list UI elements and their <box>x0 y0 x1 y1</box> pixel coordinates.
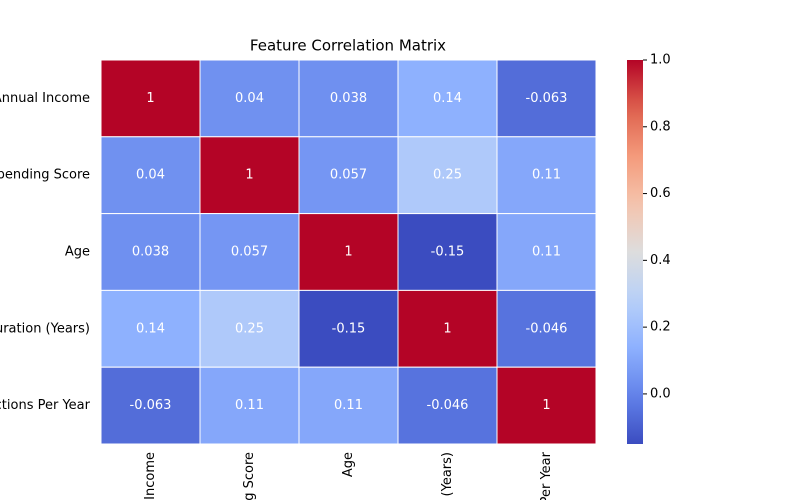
heatmap-cell <box>496 366 597 445</box>
x-tick-label: Spending Score <box>242 452 257 500</box>
cell-label: 0.11 <box>235 398 264 413</box>
heatmap-cell <box>199 213 300 291</box>
cell-label: 0.11 <box>334 398 363 413</box>
cell-label: 0.04 <box>136 168 165 183</box>
x-tick-label: Transactions Per Year <box>539 451 554 500</box>
heatmap-cell <box>496 136 597 215</box>
cell-label: 0.057 <box>330 168 367 183</box>
cell-label: -0.15 <box>332 321 366 336</box>
chart-title: Feature Correlation Matrix <box>250 37 446 55</box>
y-tick-label: Age <box>65 245 90 260</box>
cell-label: 0.038 <box>132 245 169 260</box>
colorbar-tick-label: 0.2 <box>650 320 671 335</box>
heatmap-cell <box>496 213 597 291</box>
colorbar <box>627 60 643 444</box>
heatmap-cell <box>496 289 597 368</box>
heatmap-cell <box>298 289 399 368</box>
x-tick-label: Age <box>341 452 356 477</box>
cell-label: 0.25 <box>235 321 264 336</box>
cell-label: 0.038 <box>330 91 367 106</box>
cell-label: -0.046 <box>427 398 469 413</box>
heatmap-cell <box>100 59 201 138</box>
heatmap-cell <box>397 59 498 138</box>
x-tick-label: Annual Income <box>143 452 158 500</box>
heatmap-cell <box>397 213 498 291</box>
heatmap-cell <box>100 366 201 445</box>
cell-label: 0.14 <box>136 321 165 336</box>
cell-label: 0.25 <box>433 168 462 183</box>
heatmap-cell <box>100 289 201 368</box>
cell-label: 1 <box>245 168 253 183</box>
heatmap-cell <box>298 366 399 445</box>
heatmap-cell <box>199 289 300 368</box>
cell-label: 0.14 <box>433 91 462 106</box>
x-tick-label: Membership Duration (Years) <box>440 452 455 500</box>
cell-label: 0.04 <box>235 91 264 106</box>
colorbar-tick-label: 0.4 <box>650 253 671 268</box>
colorbar-tick-label: 0.0 <box>650 386 671 401</box>
y-tick-label: Spending Score <box>0 168 90 183</box>
colorbar-tick-label: 0.6 <box>650 186 671 201</box>
heatmap-cell <box>100 136 201 215</box>
cell-label: 1 <box>344 245 352 260</box>
colorbar-tick-label: 0.8 <box>650 119 671 134</box>
cell-label: 0.11 <box>532 245 561 260</box>
heatmap-cell <box>496 59 597 138</box>
heatmap-cell <box>397 289 498 368</box>
heatmap-cell <box>298 136 399 215</box>
cell-label: -0.15 <box>431 245 465 260</box>
y-tick-label: Annual Income <box>0 91 90 106</box>
colorbar-tick-label: 1.0 <box>650 53 671 68</box>
heatmap-cell <box>298 59 399 138</box>
heatmap-cell <box>199 366 300 445</box>
cell-label: 1 <box>542 398 550 413</box>
cell-label: 0.057 <box>231 245 268 260</box>
y-tick-label: Membership Duration (Years) <box>0 321 90 336</box>
cell-label: 0.11 <box>532 168 561 183</box>
heatmap-cell <box>298 213 399 291</box>
y-tick-label: Transactions Per Year <box>0 398 91 413</box>
heatmap-cell <box>199 59 300 138</box>
cell-label: -0.063 <box>526 91 568 106</box>
cell-label: -0.063 <box>130 398 172 413</box>
cell-label: -0.046 <box>526 321 568 336</box>
cell-label: 1 <box>443 321 451 336</box>
cell-label: 1 <box>146 91 154 106</box>
